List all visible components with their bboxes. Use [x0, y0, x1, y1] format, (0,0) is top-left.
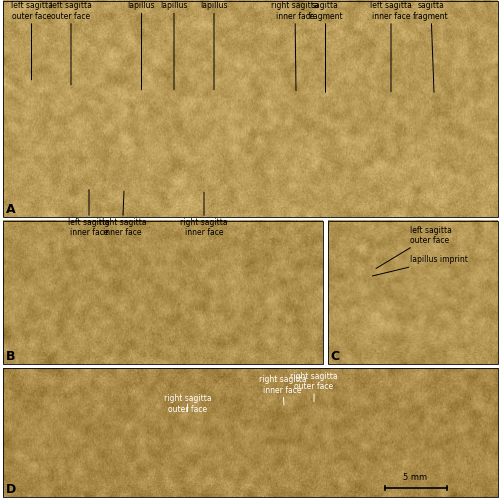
- Bar: [2, 368, 498, 497]
- Text: B: B: [6, 350, 16, 363]
- Bar: [2, 221, 322, 364]
- Text: right sagitta
inner face: right sagitta inner face: [271, 1, 319, 91]
- Bar: [328, 221, 498, 364]
- Text: lapillus imprint: lapillus imprint: [372, 255, 468, 276]
- Text: left sagitta
outer face: left sagitta outer face: [50, 1, 92, 85]
- Text: D: D: [6, 483, 16, 496]
- Text: left sagitta
inner face: left sagitta inner face: [68, 190, 110, 238]
- Text: left sagitta
outer face: left sagitta outer face: [10, 1, 52, 80]
- Text: C: C: [330, 350, 339, 363]
- Text: right sagitta
inner face: right sagitta inner face: [98, 191, 146, 238]
- Text: left sagitta
inner face: left sagitta inner face: [370, 1, 412, 92]
- Text: 5 mm: 5 mm: [404, 473, 427, 482]
- Text: left sagitta
outer face: left sagitta outer face: [376, 226, 452, 268]
- Text: right sagitta
outer face: right sagitta outer face: [290, 372, 338, 402]
- Text: right sagitta
outer face: right sagitta outer face: [164, 394, 212, 414]
- Text: lapillus: lapillus: [200, 1, 228, 90]
- Bar: [2, 1, 498, 217]
- Text: right sagitta
inner face: right sagitta inner face: [258, 375, 306, 405]
- Text: right sagitta
inner face: right sagitta inner face: [180, 192, 228, 238]
- Text: lapillus: lapillus: [128, 1, 155, 90]
- Text: lapillus: lapillus: [160, 1, 188, 90]
- Text: A: A: [6, 203, 16, 216]
- Text: sagitta
fragment: sagitta fragment: [413, 1, 449, 92]
- Text: sagitta
fragment: sagitta fragment: [308, 1, 344, 92]
